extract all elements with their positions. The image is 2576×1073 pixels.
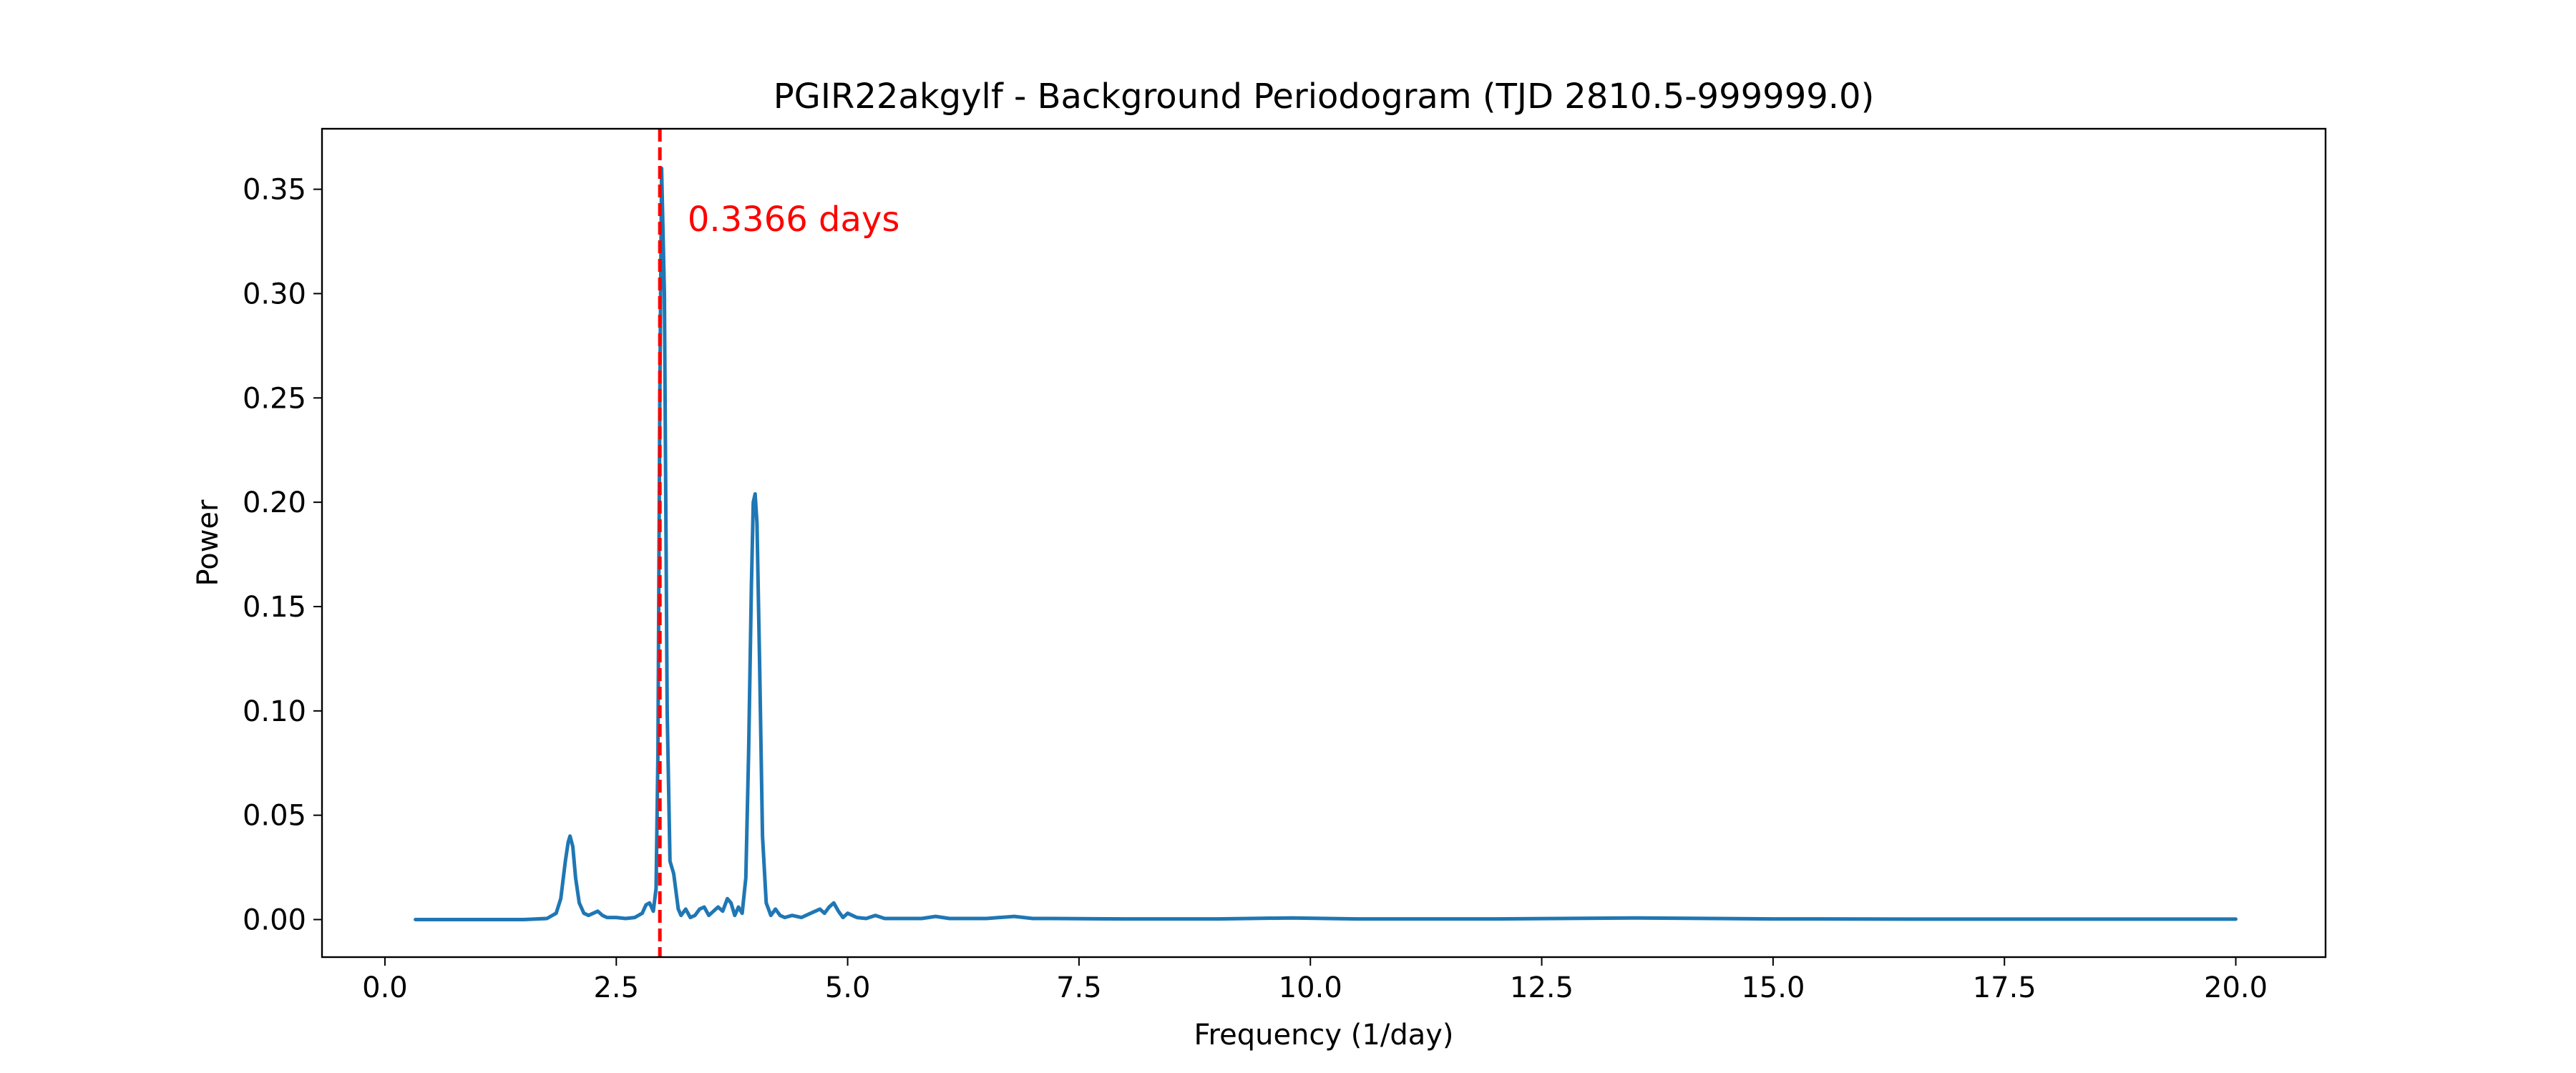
y-axis: 0.00 0.05 0.10 0.15 0.20 0.25 0.30 0.35 [243, 174, 322, 936]
chart-title: PGIR22akgylf - Background Periodogram (T… [774, 77, 1875, 117]
y-tick-label: 0.30 [243, 278, 306, 310]
x-tick-label: 15.0 [1741, 971, 1805, 1004]
y-tick-label: 0.15 [243, 591, 306, 624]
periodogram-line [414, 166, 2238, 921]
x-tick-label: 5.0 [825, 971, 871, 1004]
x-tick-label: 2.5 [593, 971, 639, 1004]
x-axis-label: Frequency (1/day) [1194, 1019, 1453, 1052]
x-tick-label: 12.5 [1510, 971, 1574, 1004]
y-tick-label: 0.35 [243, 174, 306, 207]
y-tick-label: 0.25 [243, 382, 306, 415]
plot-frame [321, 127, 2327, 959]
y-axis-label: Power [192, 499, 225, 586]
y-tick-label: 0.00 [243, 903, 306, 936]
y-tick-label: 0.05 [243, 800, 306, 833]
y-tick-label: 0.20 [243, 486, 306, 519]
x-tick-label: 0.0 [362, 971, 408, 1004]
period-annotation: 0.3366 days [688, 200, 900, 240]
x-tick-label: 17.5 [1973, 971, 2036, 1004]
x-tick-label: 7.5 [1056, 971, 1102, 1004]
x-tick-label: 10.0 [1279, 971, 1342, 1004]
x-axis: 0.0 2.5 5.0 7.5 10.0 12.5 15.0 17.5 20.0 [362, 957, 2268, 1004]
y-tick-label: 0.10 [243, 695, 306, 728]
x-tick-label: 20.0 [2204, 971, 2268, 1004]
